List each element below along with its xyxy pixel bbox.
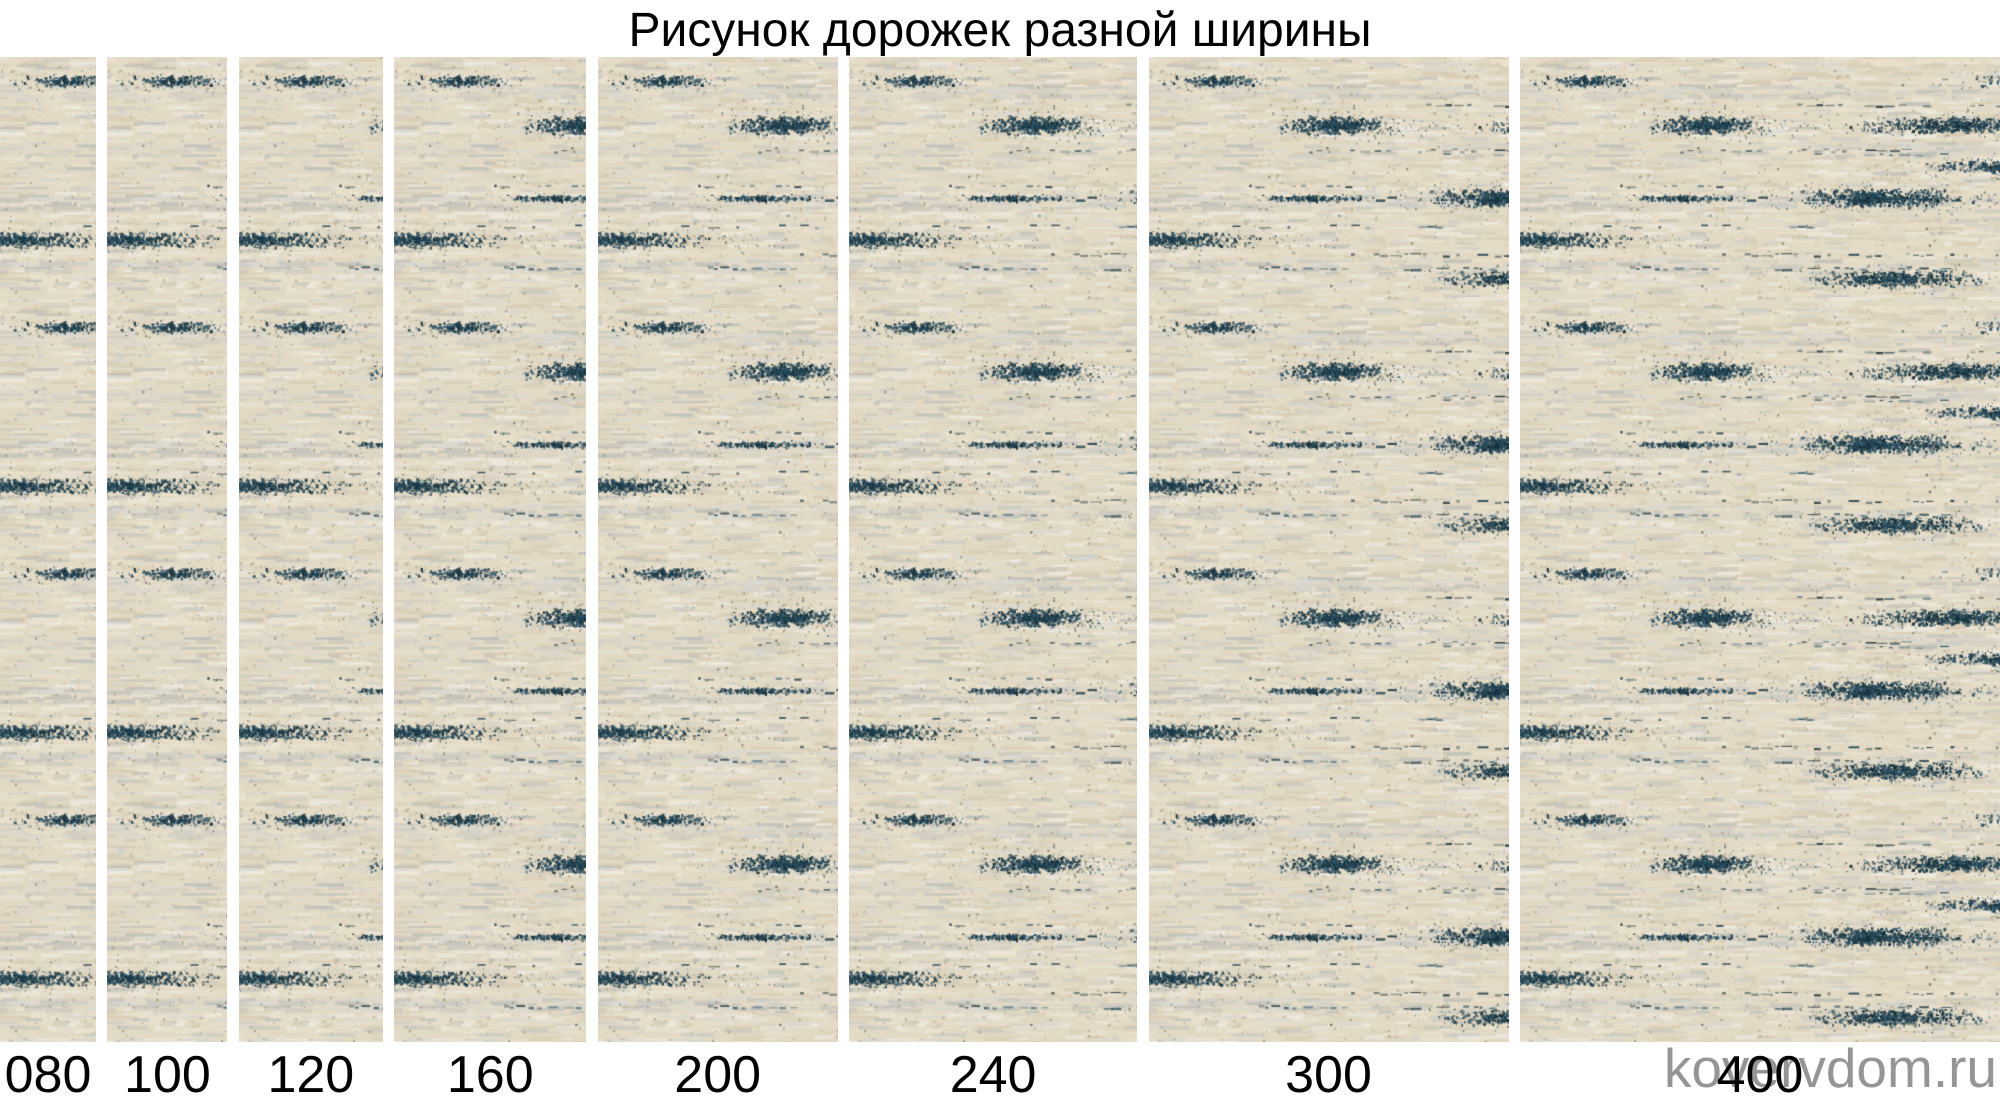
strip-width-label-160: 160 <box>446 1045 534 1104</box>
carpet-strip-200 <box>597 57 838 1042</box>
carpet-texture <box>238 57 383 1042</box>
title-bar: Рисунок дорожек разной ширины <box>0 0 2000 57</box>
carpet-strip-300 <box>1148 57 1509 1042</box>
strip-width-label-120: 120 <box>267 1045 355 1104</box>
page-title: Рисунок дорожек разной ширины <box>628 4 1372 57</box>
carpet-strip-240 <box>849 57 1138 1042</box>
carpet-texture <box>0 57 96 1042</box>
strip-width-label-300: 300 <box>1285 1045 1372 1104</box>
carpet-texture <box>597 57 838 1042</box>
carpet-strip-120 <box>238 57 383 1042</box>
carpet-texture <box>1148 57 1509 1042</box>
carpet-strips-row <box>0 57 2000 1042</box>
watermark: kovervdom.ru <box>1663 1037 1997 1099</box>
carpet-strip-400 <box>1519 57 2000 1042</box>
carpet-texture <box>1519 57 2000 1042</box>
carpet-strip-160 <box>394 57 587 1042</box>
strip-width-label-100: 100 <box>124 1045 211 1104</box>
carpet-strip-080 <box>0 57 96 1042</box>
strip-width-label-240: 240 <box>949 1045 1037 1104</box>
carpet-texture <box>394 57 587 1042</box>
carpet-texture <box>849 57 1138 1042</box>
width-labels-row: 080 100 120 160 200 240 300 400 <box>0 1042 2000 1107</box>
carpet-texture <box>107 57 228 1042</box>
carpet-strip-100 <box>107 57 228 1042</box>
strip-width-label-400: 400 <box>1716 1045 1804 1104</box>
strip-width-label-080: 080 <box>4 1045 92 1104</box>
strip-width-label-200: 200 <box>674 1045 762 1104</box>
